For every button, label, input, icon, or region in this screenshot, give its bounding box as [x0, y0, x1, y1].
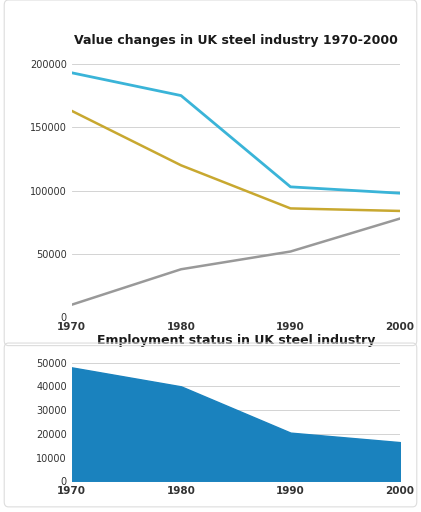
Title: Value changes in UK steel industry 1970-2000: Value changes in UK steel industry 1970-… [74, 34, 398, 47]
Title: Employment status in UK steel industry: Employment status in UK steel industry [96, 334, 375, 347]
Legend: Total UK demand, UK production, Import: Total UK demand, UK production, Import [94, 375, 377, 393]
